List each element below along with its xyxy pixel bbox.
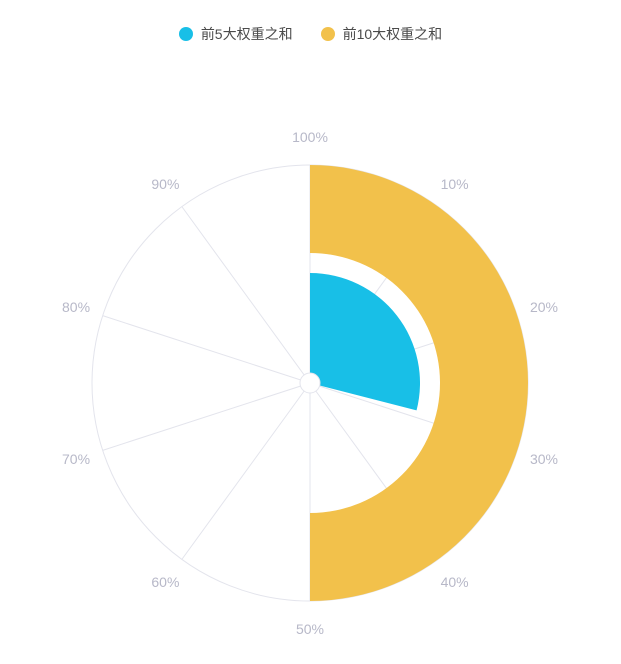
legend-dot-icon [321, 27, 335, 41]
legend-dot-icon [179, 27, 193, 41]
axis-tick-label: 80% [62, 299, 90, 315]
axis-tick-label: 60% [151, 574, 179, 590]
series-series1[interactable] [310, 273, 420, 410]
polar-chart: 100% 10% 20% 30% 40% 50% 60% 70% 80% 90% [20, 98, 600, 658]
chart-legend: 前5大权重之和 前10大权重之和 [0, 24, 621, 44]
legend-label: 前5大权重之和 [201, 24, 293, 44]
axis-spoke [103, 316, 310, 383]
axis-tick-label: 30% [530, 451, 558, 467]
axis-spoke [182, 207, 310, 383]
legend-item-series1[interactable]: 前5大权重之和 [179, 24, 293, 44]
center-hole [300, 373, 320, 393]
axis-tick-label: 10% [441, 176, 469, 192]
legend-item-series2[interactable]: 前10大权重之和 [321, 24, 443, 44]
axis-tick-label: 100% [292, 129, 328, 145]
axis-spoke [182, 383, 310, 559]
axis-tick-label: 70% [62, 451, 90, 467]
axis-tick-label: 20% [530, 299, 558, 315]
axis-tick-label: 50% [296, 621, 324, 637]
axis-tick-label: 40% [441, 574, 469, 590]
axis-spoke [103, 383, 310, 450]
legend-label: 前10大权重之和 [343, 24, 443, 44]
axis-tick-label: 90% [151, 176, 179, 192]
